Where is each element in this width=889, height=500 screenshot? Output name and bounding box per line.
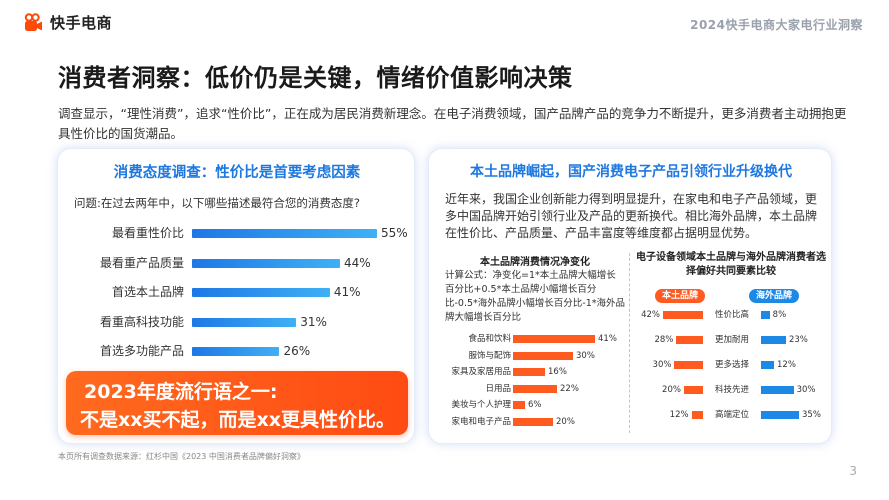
category-value-label: 6%	[528, 400, 542, 411]
survey-row: 看重高科技功能 31%	[58, 314, 416, 330]
survey-row: 首选多功能产品 26%	[58, 343, 416, 359]
category-value-label: 30%	[576, 350, 595, 361]
foreign-bar	[761, 411, 799, 419]
category-label: 美妆与个人护理	[451, 400, 511, 411]
domestic-value-label: 42%	[641, 310, 660, 320]
comparison-row: 42% 性价比高 8%	[633, 309, 829, 321]
survey-row: 最看重性价比 55%	[58, 225, 416, 241]
legend-foreign-brand: 海外品牌	[749, 289, 799, 303]
foreign-bar	[761, 311, 770, 319]
survey-bar	[192, 347, 280, 356]
category-row: 日用品 22%	[429, 383, 629, 395]
brand-panel-title: 本土品牌崛起，国产消费电子产品引领行业升级换代	[470, 164, 792, 180]
comparison-chart-title: 电子设备领域本土品牌与海外品牌消费者选择偏好共同要素比较	[636, 252, 826, 277]
comparison-row: 30% 更多选择 12%	[633, 359, 829, 371]
survey-value-label: 41%	[333, 285, 361, 299]
header: 快手电商 2024快手电商大家电行业洞察	[0, 0, 889, 44]
comparison-category-label: 更加耐用	[714, 335, 749, 345]
category-bar	[513, 401, 525, 410]
brand-panel: 本土品牌崛起，国产消费电子产品引领行业升级换代 近年来，我国企业创新能力得到明显…	[428, 148, 832, 444]
domestic-value-label: 30%	[652, 360, 672, 370]
domestic-bar	[691, 411, 703, 419]
survey-bar	[192, 258, 340, 268]
net-change-chart-title: 本土品牌消费情况净变化	[480, 257, 590, 268]
comparison-row: 20% 科技先进 30%	[633, 384, 829, 396]
report-title: 2024快手电商大家电行业洞察	[690, 18, 863, 32]
foreign-value-label: 23%	[788, 335, 808, 345]
survey-value-label: 44%	[344, 255, 371, 270]
foreign-value-label: 35%	[802, 410, 821, 420]
category-value-label: 41%	[598, 334, 617, 344]
category-value-label: 16%	[548, 367, 567, 378]
comparison-category-label: 高端定位	[714, 410, 749, 420]
category-bar	[513, 368, 545, 377]
page-title: 消费者洞察：低价仍是关键，情绪价值影响决策	[58, 64, 573, 92]
panel-divider	[629, 253, 630, 433]
domestic-value-label: 12%	[669, 410, 689, 420]
survey-bar	[192, 317, 297, 327]
domestic-bar	[663, 311, 703, 319]
comparison-row: 12% 高端定位 35%	[633, 409, 829, 421]
survey-category-label: 首选多功能产品	[99, 344, 184, 358]
category-row: 家电和电子产品 20%	[429, 416, 629, 428]
survey-panel: 消费态度调查：性价比是首要考虑因素 问题:在过去两年中，以下哪些描述最符合您的消…	[57, 148, 415, 444]
category-label: 日用品	[485, 383, 511, 394]
category-row: 食品和饮料 41%	[429, 333, 629, 345]
foreign-bar	[761, 361, 775, 369]
category-row: 美妆与个人护理 6%	[429, 399, 629, 411]
foreign-bar	[761, 336, 786, 344]
intro-paragraph: 调查显示，“理性消费”，追求“性价比”，正在成为居民消费新理念。在电子消费领域，…	[58, 106, 847, 141]
survey-row: 最看重产品质量 44%	[58, 255, 416, 271]
data-source-note: 本页所有调查数据来源：红杉中国《2023 中国消费者品牌偏好洞察》	[58, 452, 305, 461]
comparison-category-label: 性价比高	[714, 310, 749, 320]
comparison-category-label: 科技先进	[714, 385, 749, 395]
category-label: 食品和饮料	[468, 334, 511, 344]
page-number: 3	[849, 464, 857, 478]
legend-domestic-brand: 本土品牌	[655, 289, 705, 303]
category-bar	[513, 384, 557, 393]
slogan-line-2: 不是xx买不起，而是xx更具性价比。	[80, 409, 396, 431]
survey-value-label: 55%	[381, 226, 408, 240]
foreign-bar	[761, 386, 794, 394]
comparison-row: 28% 更加耐用 23%	[633, 334, 829, 346]
slogan-line-1: 2023年度流行语之一:	[84, 381, 278, 403]
comparison-category-label: 更多选择	[714, 360, 749, 370]
survey-value-label: 26%	[283, 344, 311, 358]
logo: 快手电商	[24, 12, 112, 33]
category-value-label: 22%	[560, 383, 579, 394]
domestic-bar	[674, 361, 703, 369]
foreign-value-label: 12%	[777, 360, 796, 370]
slogan-banner: 2023年度流行语之一: 不是xx买不起，而是xx更具性价比。	[66, 371, 408, 435]
category-label: 服饰与配饰	[468, 350, 511, 361]
domestic-value-label: 20%	[662, 385, 681, 395]
category-row: 服饰与配饰 30%	[429, 350, 629, 362]
foreign-value-label: 8%	[772, 310, 787, 320]
net-change-formula: 计算公式：净变化=1*本土品牌大幅增长百分比+0.5*本土品牌小幅增长百分比-0…	[445, 270, 626, 323]
logo-text: 快手电商	[50, 14, 113, 32]
category-value-label: 20%	[556, 417, 575, 427]
survey-category-label: 首选本土品牌	[111, 285, 184, 299]
category-label: 家具及家居用品	[451, 367, 511, 378]
category-bar	[513, 335, 595, 343]
category-bar	[513, 351, 573, 360]
domestic-bar	[683, 386, 703, 394]
foreign-value-label: 30%	[796, 385, 816, 395]
category-label: 家电和电子产品	[451, 417, 511, 427]
survey-category-label: 看重高科技功能	[99, 314, 184, 329]
category-bar	[513, 418, 553, 426]
survey-bar	[192, 229, 377, 238]
survey-row: 首选本土品牌 41%	[58, 284, 416, 300]
domestic-bar	[676, 336, 703, 344]
survey-question: 问题:在过去两年中，以下哪些描述最符合您的消费态度?	[74, 196, 360, 210]
kuaishou-logo-icon	[24, 12, 42, 31]
category-row: 家具及家居用品 16%	[429, 366, 629, 378]
survey-category-label: 最看重性价比	[111, 226, 184, 240]
domestic-value-label: 28%	[654, 335, 674, 345]
brand-panel-description: 近年来，我国企业创新能力得到明显提升，在家电和电子产品领域，更多中国品牌开始引领…	[445, 192, 818, 240]
survey-panel-title: 消费态度调查：性价比是首要考虑因素	[113, 165, 361, 181]
survey-value-label: 31%	[300, 314, 327, 329]
survey-bar	[192, 288, 330, 297]
survey-category-label: 最看重产品质量	[99, 255, 184, 270]
